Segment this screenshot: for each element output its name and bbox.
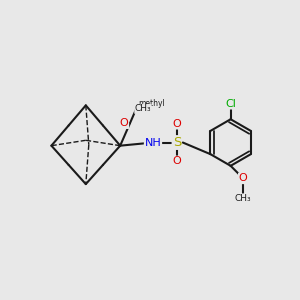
- Text: S: S: [173, 136, 181, 149]
- Text: O: O: [172, 119, 181, 129]
- Text: CH₃: CH₃: [235, 194, 251, 203]
- Text: methyl: methyl: [138, 99, 165, 108]
- Text: O: O: [239, 173, 248, 183]
- Text: O: O: [172, 156, 181, 166]
- Text: CH₃: CH₃: [135, 104, 151, 113]
- Text: NH: NH: [145, 137, 161, 148]
- Text: O: O: [120, 118, 128, 128]
- Text: Cl: Cl: [225, 99, 236, 109]
